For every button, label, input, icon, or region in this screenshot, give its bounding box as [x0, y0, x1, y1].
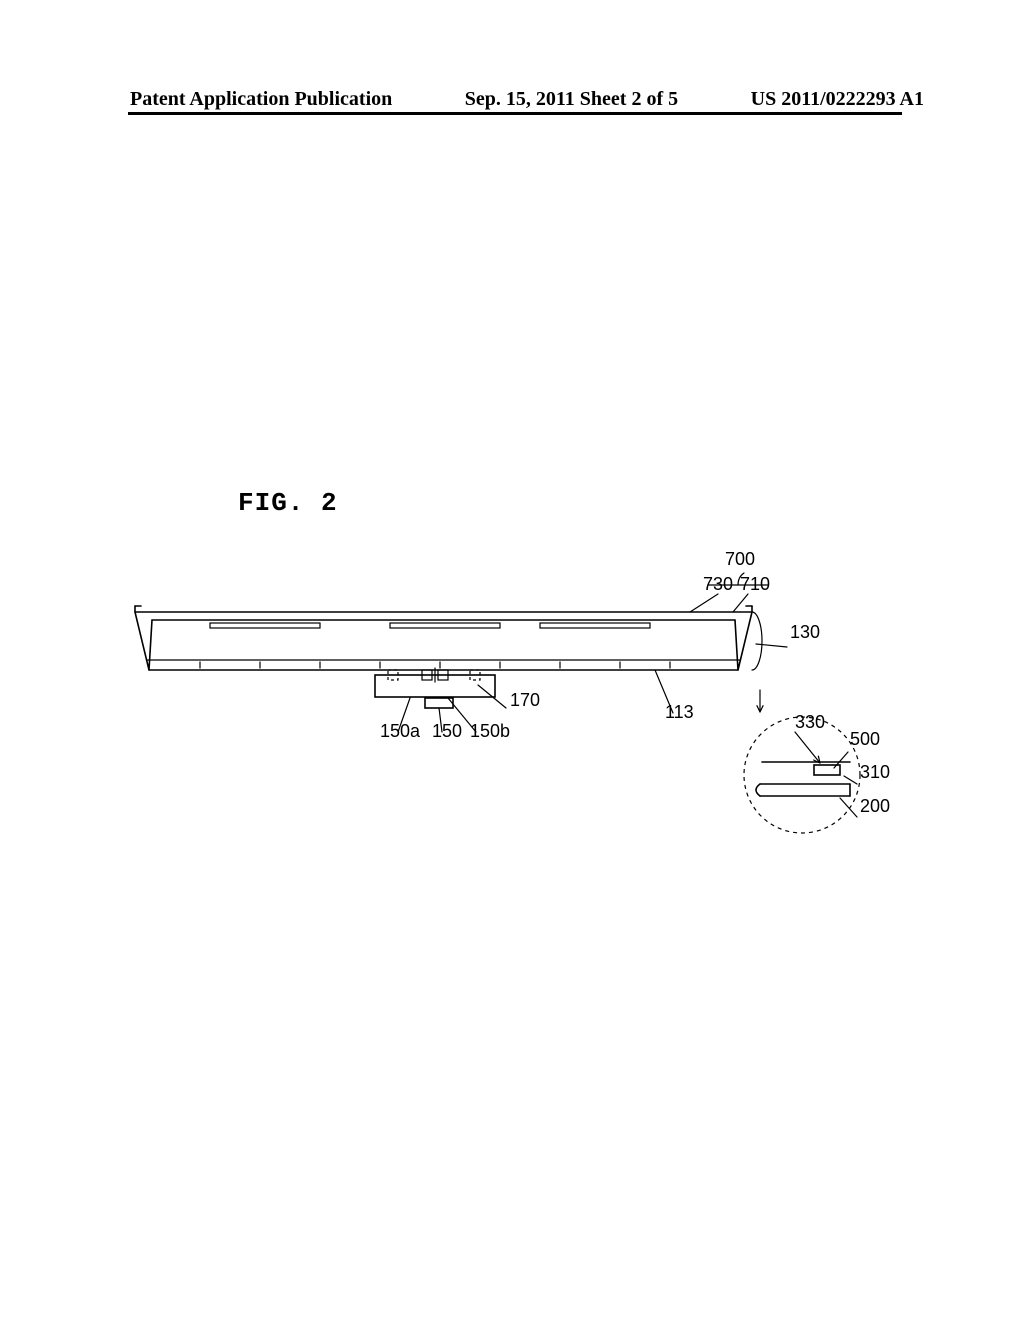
svg-text:200: 200 — [860, 796, 890, 816]
header-right: US 2011/0222293 A1 — [751, 88, 924, 111]
figure-svg: 113 130 150 170 200 310 330 500 700 710 730 150a 150… — [130, 540, 910, 900]
svg-text:170: 170 — [510, 690, 540, 710]
svg-text:150a: 150a — [380, 721, 421, 741]
svg-text:150b: 150b — [470, 721, 510, 741]
svg-text:500: 500 — [850, 729, 880, 749]
svg-text:310: 310 — [860, 762, 890, 782]
header-center: Sep. 15, 2011 Sheet 2 of 5 — [465, 88, 678, 111]
svg-text:330: 330 — [795, 712, 825, 732]
header-left: Patent Application Publication — [130, 88, 392, 111]
svg-text:710: 710 — [740, 574, 770, 594]
svg-text:113: 113 — [665, 702, 694, 722]
svg-text:150: 150 — [432, 721, 462, 741]
svg-text:700: 700 — [725, 549, 755, 569]
header-rule — [128, 112, 902, 115]
patent-figure-2: 113 130 150 170 200 310 330 500 700 710 730 150a 150… — [130, 540, 910, 900]
page-header: Patent Application Publication Sep. 15, … — [0, 88, 1024, 111]
figure-label: FIG. 2 — [238, 488, 338, 518]
svg-text:730: 730 — [703, 574, 733, 594]
svg-text:130: 130 — [790, 622, 820, 642]
